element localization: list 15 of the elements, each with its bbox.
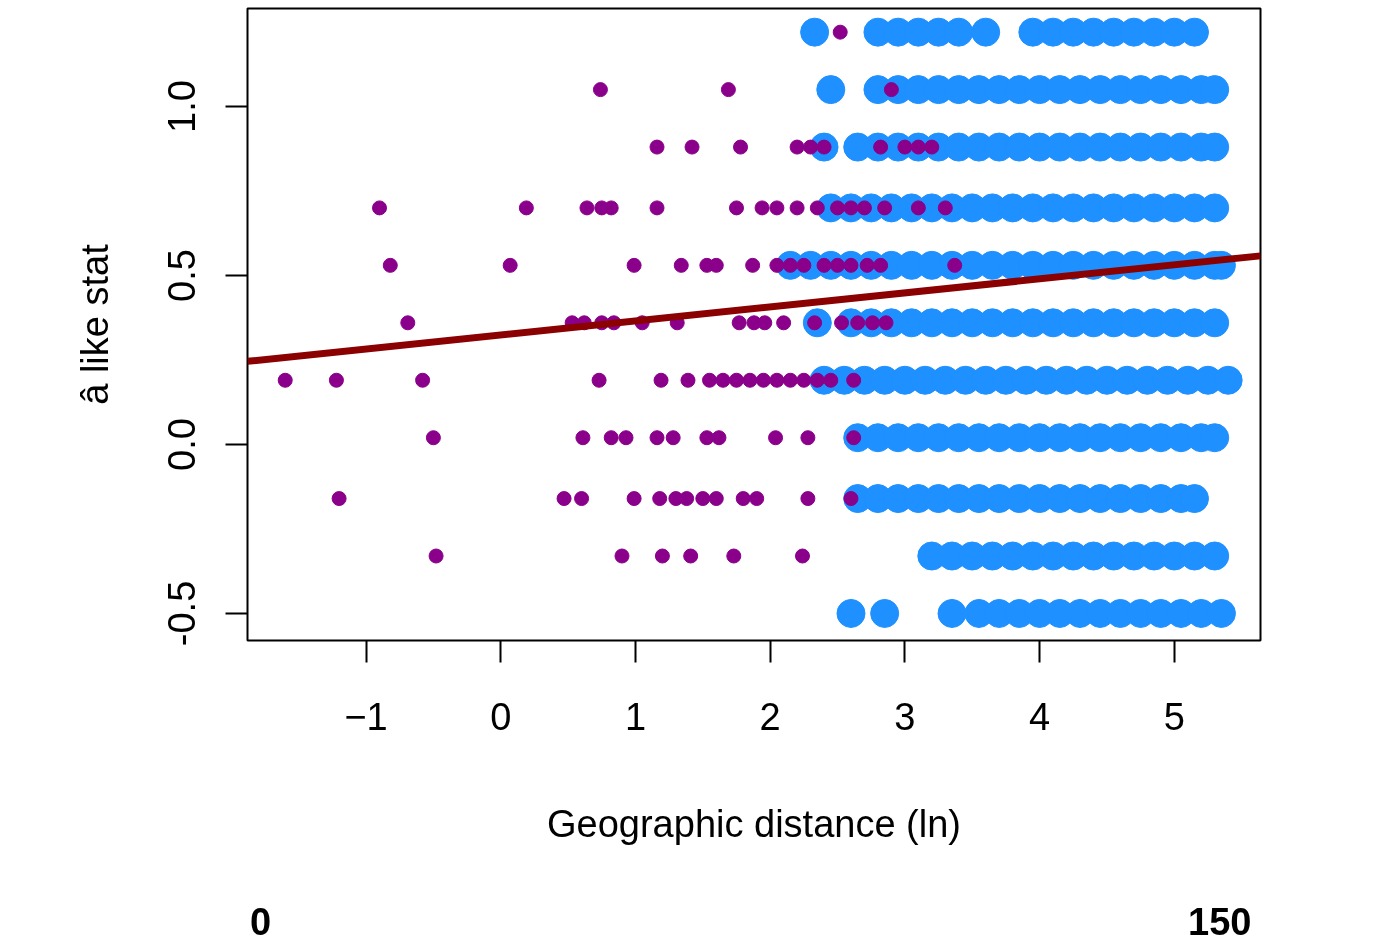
x-tick-label: 1: [624, 695, 647, 738]
text: 150: [1188, 900, 1252, 945]
y-tick-label: 0.0: [161, 418, 204, 471]
y-axis-title: â like stat: [73, 243, 116, 405]
x-tick-label: 0: [490, 695, 512, 738]
text: 0: [250, 900, 272, 945]
x-tick-label: 4: [1029, 695, 1051, 738]
y-tick-label: 1.0: [161, 80, 204, 133]
x-tick-label: 5: [1163, 695, 1185, 738]
x-axis-title: Geographic distance (ln): [547, 802, 961, 845]
y-tick-label: 0.5: [161, 249, 204, 302]
y-tick-label: -0.5: [161, 580, 204, 647]
x-tick-label: 3: [894, 695, 916, 738]
x-tick-label: −1: [344, 695, 388, 738]
x-tick-label: 2: [759, 695, 781, 738]
